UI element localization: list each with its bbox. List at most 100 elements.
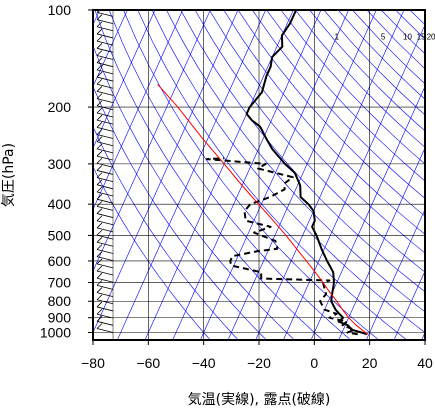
- wind-barb-shaft: [96, 155, 114, 161]
- wind-barb-shaft: [96, 328, 114, 333]
- dry-adiabat-line: [151, 10, 425, 333]
- wind-barb-shaft: [96, 69, 114, 75]
- mixing-ratio-label: 5: [381, 33, 386, 42]
- wind-barb-shaft: [96, 62, 114, 68]
- dry-adiabat-line: [180, 10, 425, 293]
- dry-adiabat-line: [137, 10, 407, 340]
- y-tick-label: 200: [48, 99, 72, 115]
- wind-barb-flag: [96, 10, 100, 13]
- x-axis-title: 気温(実線), 露点(破線): [188, 392, 331, 408]
- dry-adiabat-line: [93, 125, 238, 340]
- isotherms: [93, 10, 425, 340]
- wind-barb-shaft: [96, 33, 114, 39]
- wind-barb-flag: [96, 301, 103, 308]
- wind-barb-shaft: [96, 91, 114, 96]
- dry-adiabat-line: [223, 10, 425, 235]
- profiles: [157, 10, 368, 336]
- wind-barb-shaft: [96, 148, 114, 154]
- isotherm-line: [366, 208, 425, 340]
- x-tick-label: 0: [310, 355, 318, 371]
- x-tick-label: −40: [192, 355, 216, 371]
- x-tick-label: 20: [362, 355, 378, 371]
- wind-barb-shaft: [96, 55, 114, 60]
- dry-adiabat-line: [337, 10, 425, 100]
- dry-adiabat-line: [295, 10, 425, 148]
- x-tick-label: −20: [247, 355, 271, 371]
- wind-barb-shaft: [96, 98, 114, 103]
- wind-barb-flag: [96, 114, 103, 121]
- wind-barb-flag: [96, 201, 103, 207]
- wind-barb-flag: [96, 294, 103, 301]
- x-tick-label: −60: [136, 355, 160, 371]
- wind-barb-shaft: [96, 19, 114, 24]
- wind-barb-shaft: [96, 263, 114, 269]
- mixing-ratio-labels: 15101520g: [335, 33, 435, 42]
- wind-barb-shaft: [96, 249, 114, 254]
- dry-adiabat-line: [93, 85, 267, 340]
- wind-barb-shaft: [96, 241, 114, 247]
- wind-barb-shaft: [96, 191, 114, 197]
- wind-barb-shaft: [96, 141, 114, 147]
- dry-adiabat-line: [108, 10, 351, 340]
- wind-barb-flag: [96, 71, 103, 78]
- wind-barb-flag: [96, 222, 103, 229]
- isotherm-line: [227, 10, 377, 340]
- wind-barb-shaft: [96, 256, 114, 262]
- wind-barb-flag: [96, 136, 103, 142]
- wind-barb-flag: [96, 186, 103, 193]
- wind-barb-shaft: [96, 234, 114, 240]
- temperature-profile-line: [245, 10, 368, 336]
- wind-barb-flag: [96, 323, 103, 329]
- wind-barb-shaft: [96, 47, 114, 53]
- y-tick-label: 600: [48, 253, 72, 269]
- wind-barb-shaft: [96, 220, 114, 226]
- isotherm-line: [144, 10, 294, 340]
- wind-barb-flag: [96, 129, 103, 135]
- wind-barb-flag: [96, 287, 103, 293]
- wind-barb-flag: [96, 208, 103, 214]
- y-tick-label: 700: [48, 275, 72, 291]
- mixing-ratio-label: 15: [417, 33, 426, 42]
- wind-barb-shaft: [96, 119, 114, 125]
- wind-barb-flag: [96, 57, 103, 63]
- mixing-ratio-label: 20g: [427, 33, 435, 42]
- parcel-profile-line: [157, 83, 368, 335]
- wind-barb-flag: [96, 244, 103, 250]
- dry-adiabat-line: [93, 45, 295, 340]
- dry-adiabat-line: [280, 10, 425, 165]
- mixing-ratio-label: 10: [403, 33, 412, 42]
- wind-barb-shaft: [96, 285, 114, 290]
- isotherm-line: [172, 10, 322, 340]
- wind-barb-shaft: [96, 162, 114, 168]
- isotherm-line: [93, 10, 128, 88]
- y-tick-label: 900: [48, 310, 72, 326]
- wind-barb-flag: [96, 308, 103, 315]
- wind-barb-shaft: [96, 299, 114, 305]
- wind-barb-flag: [96, 122, 103, 128]
- dry-adiabat-line: [194, 10, 425, 273]
- wind-barb-shaft: [96, 198, 114, 204]
- wind-barb-flag: [96, 193, 103, 200]
- mixing-ratio-label: 1: [335, 33, 340, 42]
- wind-barb-flag: [96, 165, 103, 171]
- dry-adiabat-line: [252, 10, 425, 199]
- y-tick-label: 300: [48, 156, 72, 172]
- isotherm-line: [338, 147, 425, 340]
- grid-lines: [93, 10, 425, 340]
- wind-barb-shaft: [96, 134, 114, 139]
- wind-barb-shaft: [96, 12, 114, 17]
- dry-adiabat-line: [380, 10, 425, 55]
- y-tick-label: 500: [48, 227, 72, 243]
- dry-adiabat-line: [266, 10, 425, 182]
- x-tick-label: 40: [417, 355, 433, 371]
- y-tick-label: 800: [48, 293, 72, 309]
- wind-barb-flag: [96, 316, 103, 322]
- dry-adiabat-line: [93, 166, 210, 340]
- wind-barb-flag: [96, 265, 103, 272]
- y-tick-label: 100: [48, 2, 72, 18]
- dry-adiabat-line: [94, 10, 323, 340]
- wind-barb-shaft: [96, 105, 114, 111]
- isotherm-line: [421, 331, 425, 340]
- wind-barb-flag: [96, 280, 103, 286]
